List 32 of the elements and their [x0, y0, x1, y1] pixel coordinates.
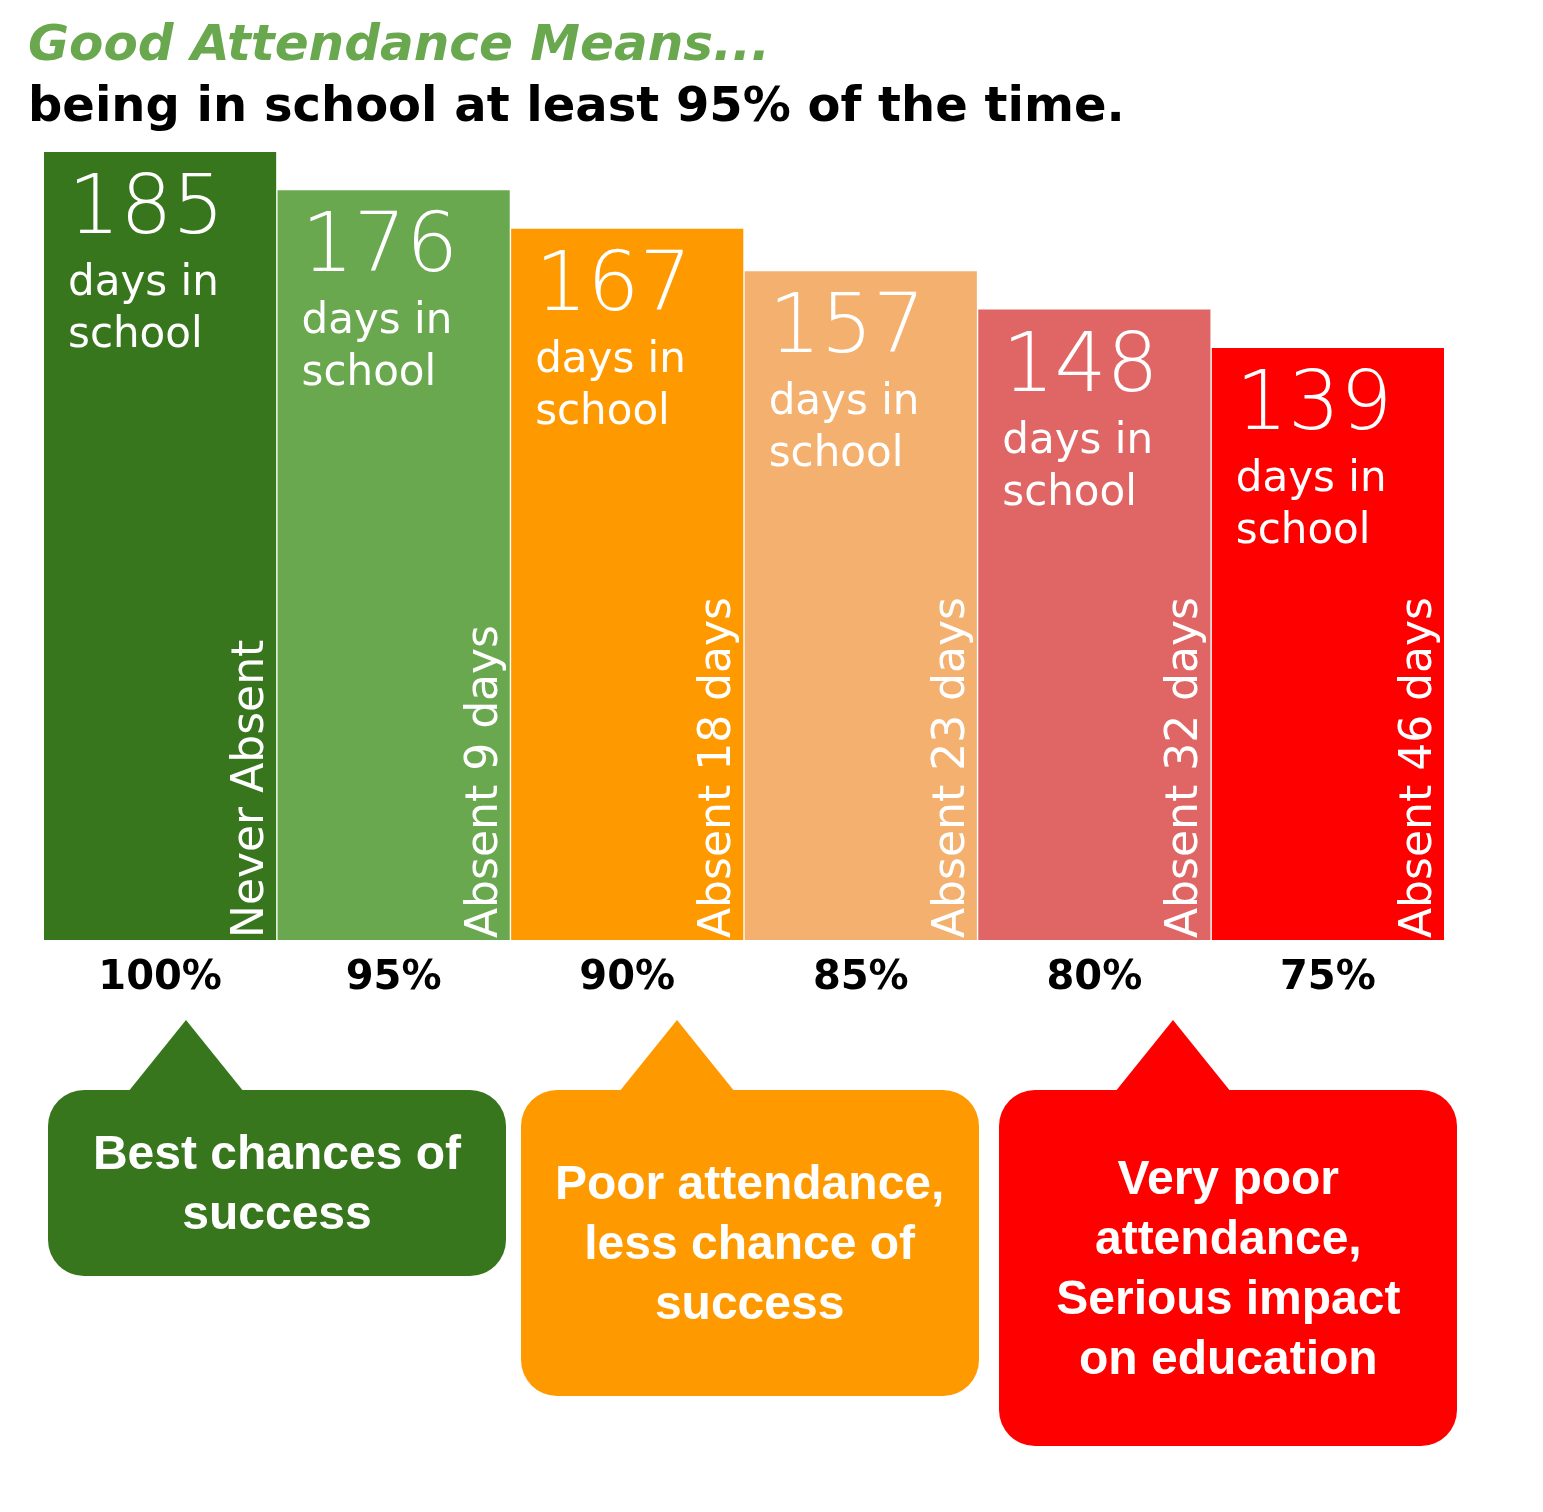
bar	[277, 190, 510, 940]
x-tick-label: 90%	[579, 951, 676, 998]
x-tick-label: 75%	[1280, 951, 1376, 998]
x-tick-label: 95%	[345, 951, 442, 998]
chart-subtitle: being in school at least 95% of the time.	[28, 76, 1125, 132]
x-tick-label: 85%	[812, 951, 909, 998]
annotation: days in school	[68, 256, 219, 357]
x-tick-label: 80%	[1046, 951, 1143, 998]
annotation: days in school	[1002, 413, 1154, 515]
bar	[978, 309, 1211, 940]
bar	[44, 152, 277, 940]
annotation: Absent 18 days	[689, 597, 741, 938]
bar	[511, 228, 744, 940]
annotation: days in school	[301, 294, 453, 396]
data-label: 185	[68, 157, 225, 252]
data-label: 176	[301, 195, 459, 291]
data-label: 139	[1235, 352, 1393, 448]
annotation: days in school	[1235, 451, 1387, 553]
annotation: Absent 46 days	[1390, 597, 1441, 938]
data-label: 157	[768, 276, 926, 372]
annotation: Absent 9 days	[455, 625, 507, 938]
annotation: Never Absent	[222, 639, 274, 938]
annotation: Absent 23 days	[922, 597, 974, 938]
data-label: 167	[535, 233, 692, 329]
bar	[1211, 347, 1444, 940]
annotation: days in school	[535, 332, 686, 434]
x-tick-label: 100%	[98, 951, 222, 998]
annotation: days in school	[768, 375, 920, 477]
annotation: Absent 32 days	[1156, 597, 1208, 938]
chart-title: Good Attendance Means...	[28, 14, 771, 72]
bar	[744, 271, 977, 940]
data-label: 148	[1002, 314, 1159, 410]
